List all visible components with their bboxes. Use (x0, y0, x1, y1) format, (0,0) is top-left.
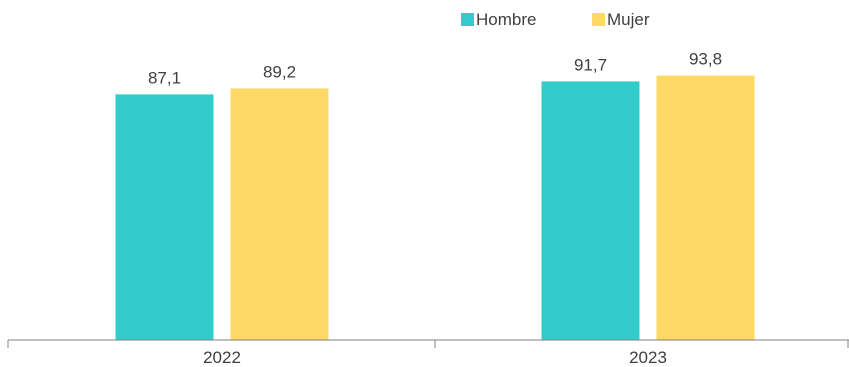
data-label-mujer-2023: 93,8 (689, 49, 722, 68)
bar-hombre-2023 (541, 81, 640, 340)
data-label-mujer-2022: 89,2 (263, 62, 296, 81)
bars-group (115, 75, 755, 341)
data-label-hombre-2023: 91,7 (574, 55, 607, 74)
x-axis: 2022 2023 (7, 339, 849, 367)
legend-label-hombre: Hombre (476, 10, 536, 29)
bar-hombre-2022 (115, 94, 214, 341)
legend-swatch-hombre (461, 13, 474, 26)
legend-label-mujer: Mujer (607, 10, 650, 29)
bar-mujer-2022 (230, 88, 329, 341)
data-label-hombre-2022: 87,1 (148, 68, 181, 87)
x-tick-label-2022: 2022 (203, 348, 241, 367)
legend-swatch-mujer (592, 13, 605, 26)
legend: Hombre Mujer (461, 10, 650, 29)
data-labels-group: 87,1 89,2 91,7 93,8 (148, 49, 722, 87)
bar-mujer-2023 (656, 75, 755, 340)
x-tick-label-2023: 2023 (629, 348, 667, 367)
